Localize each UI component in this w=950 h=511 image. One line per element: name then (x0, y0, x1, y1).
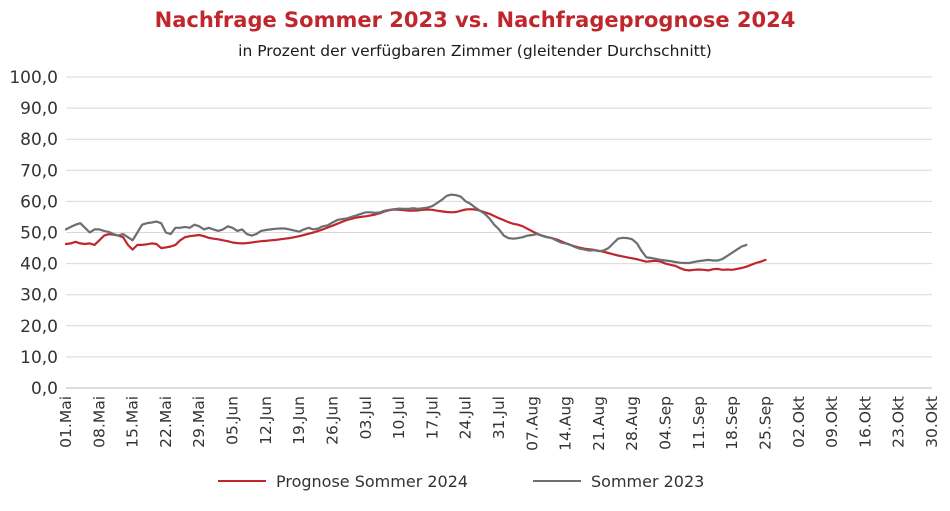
series-line-sommer-2023 (64, 193, 748, 265)
x-tick-label: 28.Aug (623, 396, 641, 451)
y-tick-label: 50,0 (20, 224, 58, 244)
x-tick-label: 26.Jun (324, 396, 342, 445)
x-tick-label: 22.Mai (157, 396, 175, 448)
y-axis-tick-labels: 0,0 10,0 20,0 30,0 40,0 50,0 60,0 70,0 80,0 90,0 1… (9, 68, 58, 399)
x-tick-label: 12.Jun (257, 396, 275, 445)
x-tick-label: 24.Jul (457, 396, 475, 439)
y-tick-label: 70,0 (20, 161, 58, 181)
x-tick-label: 16.Okt (856, 396, 874, 448)
chart-title: Nachfrage Sommer 2023 vs. Nachfrageprogn… (154, 8, 796, 32)
x-tick-label: 09.Okt (823, 396, 841, 448)
legend-label-sommer-2023: Sommer 2023 (591, 471, 705, 491)
x-tick-label: 31.Jul (490, 396, 508, 439)
x-tick-label: 10.Jul (390, 396, 408, 439)
x-tick-label: 05.Jun (224, 396, 242, 445)
y-tick-label: 90,0 (20, 99, 58, 119)
x-tick-label: 08.Mai (90, 396, 108, 448)
y-tick-label: 30,0 (20, 286, 58, 306)
series-lines (64, 193, 767, 272)
x-tick-label: 17.Jul (423, 396, 441, 439)
x-tick-label: 14.Aug (557, 396, 575, 451)
x-axis-tick-labels: 01.Mai 08.Mai 15.Mai 22.Mai 29.Mai 05.Jun 12.J… (57, 396, 941, 451)
legend-item-sommer-2023: Sommer 2023 (533, 468, 704, 494)
legend-label-prognose: Prognose Sommer 2024 (276, 471, 469, 491)
legend-swatch-prognose (218, 480, 266, 482)
x-tick-label: 29.Mai (190, 396, 208, 448)
series-line-prognose-2024 (64, 208, 767, 272)
legend: Prognose Sommer 2024 Sommer 2023 (0, 468, 950, 494)
chart-subtitle: in Prozent der verfügbaren Zimmer (gleit… (238, 42, 712, 60)
x-tick-label: 11.Sep (690, 396, 708, 450)
x-tick-label: 01.Mai (57, 396, 75, 448)
x-tick-label: 19.Jun (290, 396, 308, 445)
y-tick-label: 0,0 (31, 379, 58, 399)
y-tick-label: 10,0 (20, 348, 58, 368)
x-tick-label: 03.Jul (357, 396, 375, 439)
grid-lines (66, 76, 932, 389)
x-tick-label: 21.Aug (590, 396, 608, 451)
x-tick-label: 23.Okt (890, 396, 908, 448)
x-tick-label: 18.Sep (723, 396, 741, 450)
x-tick-label: 07.Aug (523, 396, 541, 451)
x-tick-label: 02.Okt (790, 396, 808, 448)
y-tick-label: 100,0 (9, 68, 58, 88)
x-tick-label: 04.Sep (657, 396, 675, 450)
x-tick-label: 30.Okt (923, 396, 941, 448)
x-tick-label: 25.Sep (757, 396, 775, 450)
legend-swatch-sommer-2023 (533, 480, 581, 482)
y-tick-label: 80,0 (20, 130, 58, 150)
y-tick-label: 20,0 (20, 317, 58, 337)
y-tick-label: 60,0 (20, 192, 58, 212)
x-tick-label: 15.Mai (124, 396, 142, 448)
legend-item-prognose: Prognose Sommer 2024 (218, 468, 468, 494)
y-tick-label: 40,0 (20, 255, 58, 275)
